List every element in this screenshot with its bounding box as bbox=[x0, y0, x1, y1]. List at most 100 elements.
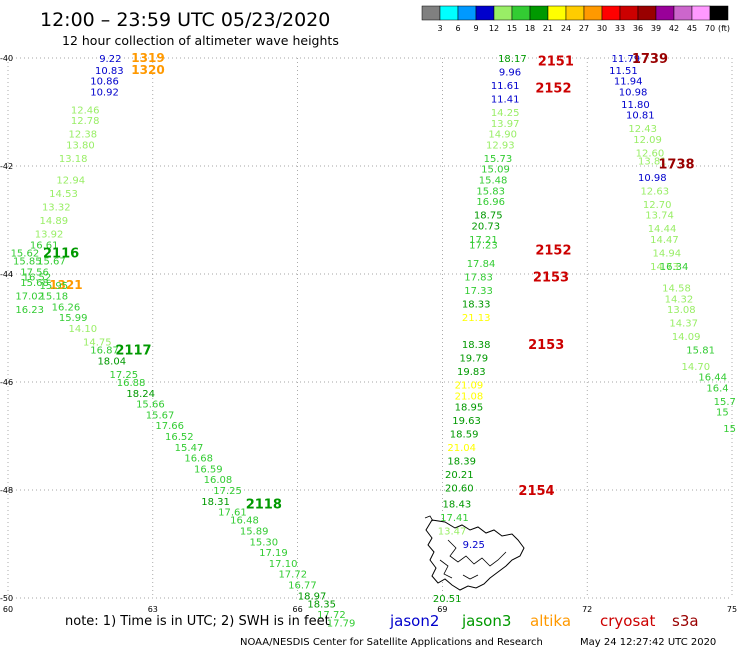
legend-jason3: jason3 bbox=[461, 612, 511, 630]
colorbar-swatch bbox=[475, 5, 495, 21]
wave-height-point: 11.41 bbox=[491, 95, 520, 106]
wave-height-point: 16.52 bbox=[165, 432, 194, 443]
colorbar-tick-label: 9 bbox=[473, 24, 478, 33]
wave-height-point: 16.4 bbox=[706, 383, 728, 394]
x-tick-label: 63 bbox=[148, 605, 158, 614]
wave-height-point: 11.80 bbox=[621, 100, 650, 111]
wave-height-point: 17.02 bbox=[15, 292, 44, 303]
wave-height-point: 15.48 bbox=[479, 176, 508, 187]
pass-time-label: 2154 bbox=[518, 484, 554, 499]
wave-height-point: 9.96 bbox=[499, 68, 521, 79]
wave-height-point: 15 bbox=[723, 424, 736, 435]
footer-timestamp: May 24 12:27:42 UTC 2020 bbox=[580, 637, 716, 648]
colorbar-swatch bbox=[529, 5, 549, 21]
satellite-legend: jason2 jason3 altika cryosat s3a bbox=[389, 612, 699, 630]
wave-height-point: 11.61 bbox=[491, 81, 520, 92]
wave-height-point: 14.25 bbox=[491, 108, 520, 119]
wave-height-point: 20.60 bbox=[445, 483, 474, 494]
wave-height-point: 16.88 bbox=[117, 378, 146, 389]
colorbar-tick-label: 18 bbox=[525, 24, 535, 33]
wave-height-point: 14.47 bbox=[650, 235, 679, 246]
wave-height-point: 16.87 bbox=[90, 346, 119, 357]
wave-height-point: 19.83 bbox=[457, 367, 486, 378]
wave-height-point: 14.10 bbox=[68, 324, 97, 335]
wave-height-point: 12.60 bbox=[636, 149, 665, 160]
data-marks: 9.2210.8310.8610.9213191320132112.4612.7… bbox=[11, 51, 736, 629]
pass-time-label: 1739 bbox=[632, 52, 668, 67]
y-tick-label: -40 bbox=[0, 54, 13, 63]
wave-height-point: 17.25 bbox=[213, 486, 242, 497]
colorbar-unit: (ft) bbox=[718, 24, 730, 33]
colorbar-tick-label: 6 bbox=[455, 24, 460, 33]
legend-cryosat: cryosat bbox=[600, 612, 655, 630]
wave-height-point: 17.66 bbox=[155, 421, 184, 432]
wave-height-point: 19.63 bbox=[452, 416, 481, 427]
wave-height-point: 18.95 bbox=[455, 402, 484, 413]
wave-height-point: 18.97 bbox=[298, 591, 327, 602]
x-tick-label: 69 bbox=[437, 605, 447, 614]
y-tick-label: -50 bbox=[0, 594, 13, 603]
wave-height-point: 10.81 bbox=[626, 111, 655, 122]
wave-height-point: 1321 bbox=[49, 278, 82, 292]
wave-height-point: 20.73 bbox=[472, 221, 501, 232]
pass-time-label: 1738 bbox=[658, 157, 694, 172]
colorbar-tick-label: 3 bbox=[437, 24, 442, 33]
wave-height-point: 17.84 bbox=[467, 259, 496, 270]
wave-height-point: 16.23 bbox=[15, 305, 44, 316]
legend-altika: altika bbox=[530, 612, 571, 630]
wave-height-point: 17.72 bbox=[317, 610, 346, 621]
wave-height-point: 13.08 bbox=[667, 305, 696, 316]
wave-height-point: 18.17 bbox=[498, 54, 527, 65]
wave-height-point: 18.39 bbox=[447, 456, 476, 467]
wave-height-point: 20.21 bbox=[445, 470, 474, 481]
wave-height-point: 12.93 bbox=[486, 140, 515, 151]
wave-height-point: 18.24 bbox=[126, 389, 155, 400]
x-tick-label: 75 bbox=[727, 605, 737, 614]
wave-height-point: 16.34 bbox=[660, 262, 689, 273]
wave-height-point: 14.89 bbox=[40, 216, 69, 227]
wave-height-point: 12.09 bbox=[633, 135, 662, 146]
wave-height-point: 15.83 bbox=[476, 186, 505, 197]
wave-height-point: 14.70 bbox=[681, 362, 710, 373]
wave-height-point: 15.09 bbox=[481, 165, 510, 176]
wave-height-point: 13.47 bbox=[438, 527, 467, 538]
colorbar-tick-label: 45 bbox=[687, 24, 697, 33]
wave-height-point: 14.32 bbox=[665, 294, 694, 305]
wave-height-point: 15.68 bbox=[20, 278, 49, 289]
wave-height-point: 16.48 bbox=[230, 516, 259, 527]
colorbar-swatch bbox=[511, 5, 531, 21]
wave-height-point: 17.79 bbox=[327, 618, 356, 629]
colorbar-tick-label: 70 bbox=[705, 24, 715, 33]
colorbar-swatch bbox=[655, 5, 675, 21]
y-tick-label: -48 bbox=[0, 486, 13, 495]
colorbar-swatch bbox=[457, 5, 477, 21]
wave-height-point: 18.31 bbox=[201, 497, 230, 508]
colorbar-tick-label: 24 bbox=[561, 24, 571, 33]
wave-height-point: 10.98 bbox=[638, 173, 667, 184]
wave-height-point: 12.38 bbox=[68, 130, 97, 141]
wave-height-point: 14.09 bbox=[672, 332, 701, 343]
footer-note: note: 1) Time is in UTC; 2) SWH is in fe… bbox=[65, 614, 330, 629]
wave-height-point: 13.97 bbox=[491, 119, 520, 130]
wave-height-point: 17.61 bbox=[218, 508, 247, 519]
wave-height-point: 15.89 bbox=[240, 527, 269, 538]
chart-subtitle: 12 hour collection of altimeter wave hei… bbox=[62, 33, 339, 48]
colorbar-swatch bbox=[583, 5, 603, 21]
colorbar-swatch bbox=[619, 5, 639, 21]
colorbar-tick-label: 12 bbox=[489, 24, 499, 33]
wave-height-point: 18.04 bbox=[97, 356, 126, 367]
pass-time-label: 2152 bbox=[535, 82, 571, 97]
colorbar-tick-label: 39 bbox=[651, 24, 661, 33]
wave-height-point: 15.85 bbox=[13, 257, 42, 268]
wave-height-point: 14.44 bbox=[648, 224, 677, 235]
y-tick-label: -42 bbox=[0, 162, 13, 171]
wave-height-point: 17.72 bbox=[278, 570, 307, 581]
colorbar-tick-label: 36 bbox=[633, 24, 643, 33]
wave-height-point: 17.56 bbox=[20, 267, 49, 278]
wave-height-point: 14.58 bbox=[662, 284, 691, 295]
colorbar-tick-label: 33 bbox=[615, 24, 625, 33]
pass-time-label: 2153 bbox=[528, 338, 564, 353]
wave-height-point: 12.46 bbox=[71, 105, 100, 116]
island-outline bbox=[424, 515, 525, 591]
wave-height-point: 16.52 bbox=[23, 273, 52, 284]
